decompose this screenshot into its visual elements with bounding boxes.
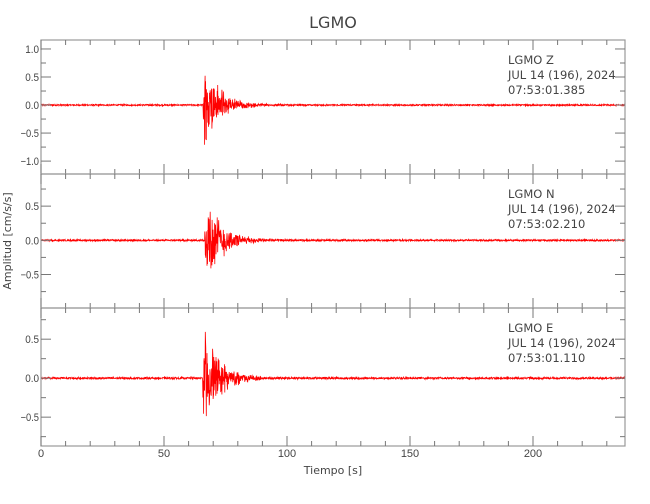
x-tick-label: 200 xyxy=(524,448,542,460)
y-tick-label: 0.5 xyxy=(25,334,39,346)
x-axis-label: Tiempo [s] xyxy=(303,464,362,477)
waveform-trace xyxy=(40,331,626,417)
chart-title: LGMO xyxy=(309,13,357,32)
y-tick-label: 1.0 xyxy=(25,44,39,56)
y-tick-label: −0.5 xyxy=(21,270,39,282)
x-tick-label: 150 xyxy=(401,448,419,460)
time-label: 07:53:01.110 xyxy=(508,351,585,365)
x-tick-label: 0 xyxy=(38,448,44,460)
y-tick-label: −1.0 xyxy=(21,156,39,168)
date-label: JUL 14 (196), 2024 xyxy=(507,202,616,216)
station-component-label: LGMO N xyxy=(508,187,555,201)
y-tick-label: 0.5 xyxy=(25,201,39,213)
waveform-trace xyxy=(40,211,626,269)
y-tick-label: 0.0 xyxy=(25,235,39,247)
date-label: JUL 14 (196), 2024 xyxy=(507,68,616,82)
panel-frame xyxy=(40,307,626,447)
waveform-trace xyxy=(40,75,626,145)
time-label: 07:53:01.385 xyxy=(508,83,585,97)
date-label: JUL 14 (196), 2024 xyxy=(507,336,616,350)
time-label: 07:53:02.210 xyxy=(508,217,585,231)
y-tick-label: −0.5 xyxy=(21,412,39,424)
y-tick-label: 0.0 xyxy=(25,373,39,385)
y-tick-label: 0.5 xyxy=(25,72,39,84)
station-component-label: LGMO E xyxy=(508,321,553,335)
y-axis-label: Amplitud [cm/s/s] xyxy=(1,192,14,289)
y-tick-label: 0.0 xyxy=(25,100,39,112)
x-tick-label: 50 xyxy=(158,448,170,460)
station-component-label: LGMO Z xyxy=(508,53,554,67)
x-tick-label: 100 xyxy=(278,448,296,460)
y-tick-label: −0.5 xyxy=(21,128,39,140)
